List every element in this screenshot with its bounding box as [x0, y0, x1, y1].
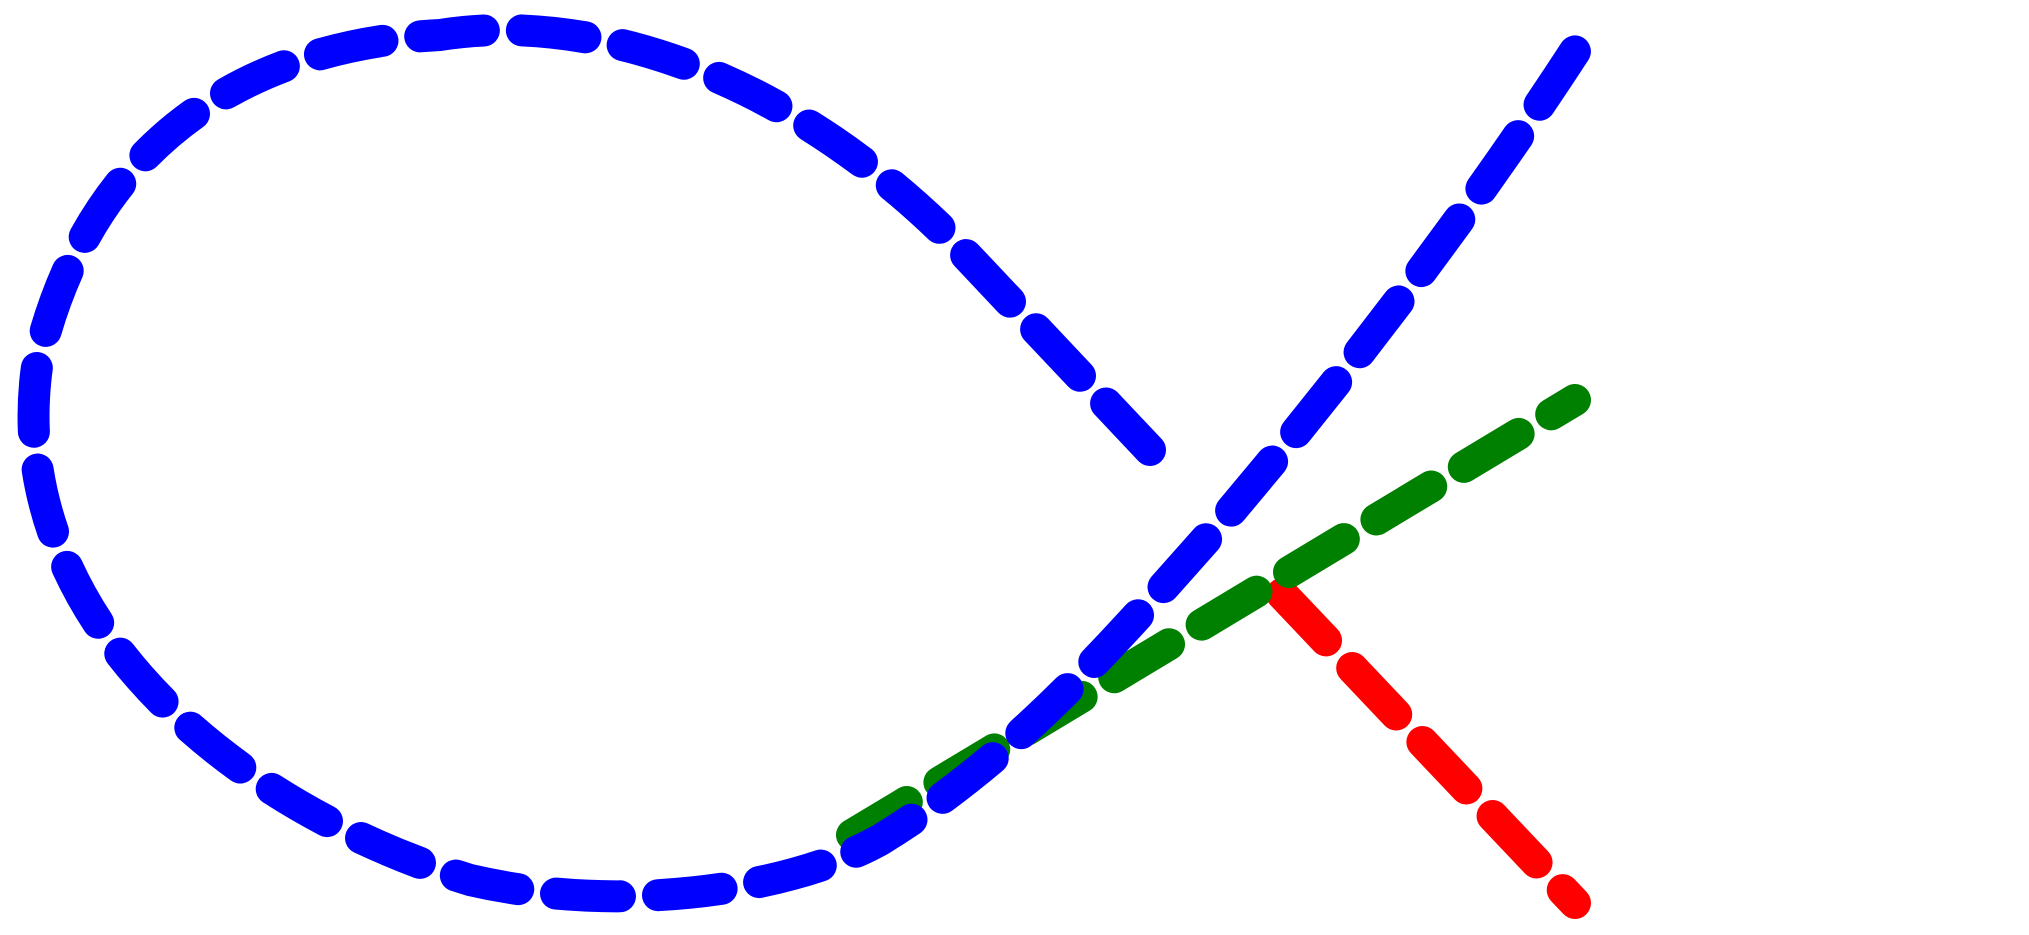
blue-dashed-curve — [17, 12, 1606, 913]
red-dashed-line — [1266, 578, 1591, 919]
